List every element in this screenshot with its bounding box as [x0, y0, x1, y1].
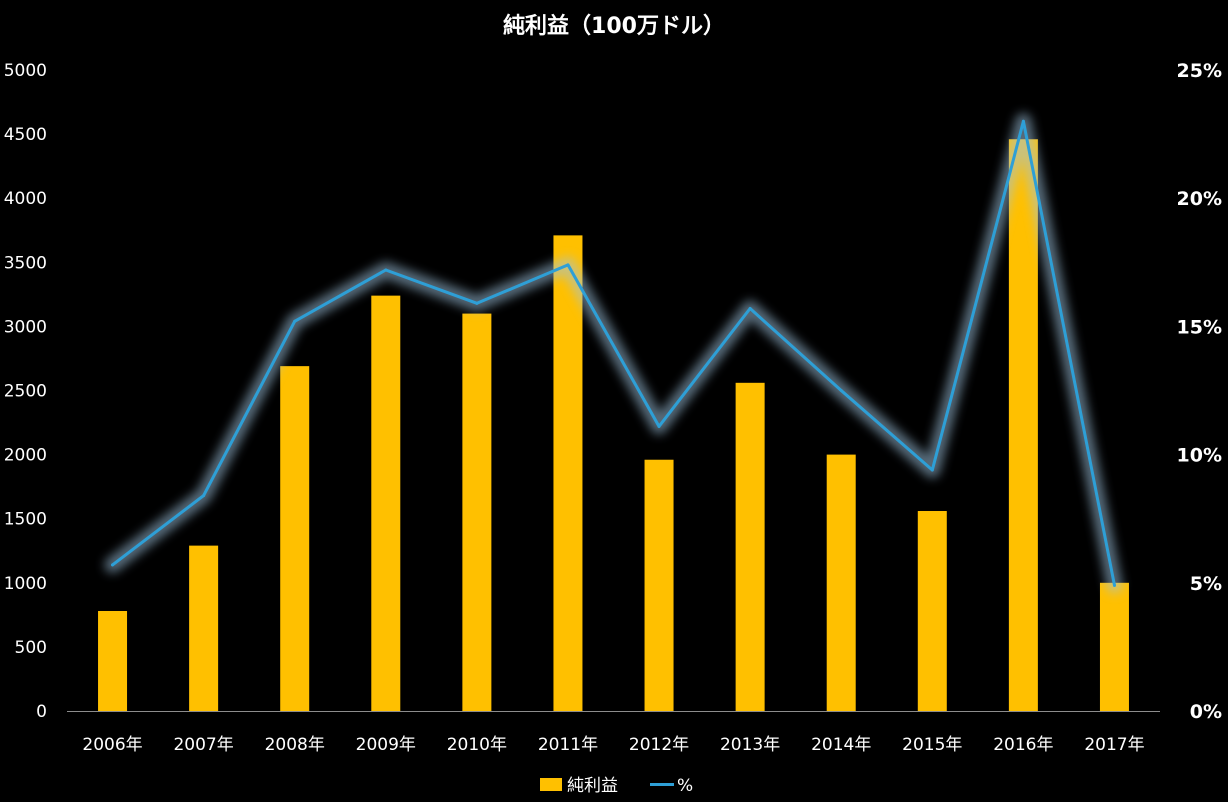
- line-point-2012年: [657, 424, 661, 428]
- x-tick-label: 2006年: [82, 735, 142, 755]
- x-tick-label: 2015年: [902, 735, 962, 755]
- chart-title: 純利益（100万ドル）: [503, 13, 725, 39]
- bar-2006年: [98, 611, 128, 711]
- y-left-tick-label: 2500: [4, 382, 47, 402]
- y-left-tick-label: 3000: [4, 317, 47, 337]
- legend-swatch-bar: [540, 778, 562, 791]
- x-tick-label: 2009年: [356, 735, 416, 755]
- bar-2008年: [280, 366, 310, 711]
- y-left-tick-label: 1500: [4, 510, 47, 530]
- y-left-tick-label: 4000: [4, 189, 47, 209]
- line-point-2017年: [1112, 583, 1116, 587]
- x-tick-label: 2014年: [811, 735, 871, 755]
- y-right-tick-label: 25%: [1177, 60, 1222, 82]
- legend: 純利益%: [540, 776, 693, 796]
- line-point-2008年: [293, 319, 297, 323]
- bar-2016年: [1008, 139, 1038, 711]
- y-axis-left: 0 500 1000 1500 2000 2500 3000 3500 4000 4500 5000: [4, 61, 47, 722]
- bar-2017年: [1099, 582, 1129, 711]
- line-series: [104, 113, 1123, 594]
- line-point-2013年: [748, 306, 752, 310]
- y-left-tick-label: 500: [15, 638, 47, 658]
- bar-2012年: [644, 459, 674, 711]
- x-tick-label: 2013年: [720, 735, 780, 755]
- bar-2013年: [735, 382, 765, 711]
- y-left-tick-label: 2000: [4, 446, 47, 466]
- y-left-tick-label: 0: [36, 702, 47, 722]
- line-point-2010年: [475, 301, 479, 305]
- y-right-tick-label: 10%: [1177, 445, 1222, 467]
- y-axis-right: 0% 5% 10% 15% 20% 25%: [1177, 60, 1222, 723]
- x-tick-label: 2016年: [993, 735, 1053, 755]
- line-point-2014年: [839, 389, 843, 392]
- bar-2014年: [826, 454, 856, 711]
- line-point-2009年: [384, 268, 388, 272]
- legend-label-line: %: [677, 776, 693, 796]
- y-left-tick-label: 3500: [4, 253, 47, 273]
- line-percent: [111, 119, 1116, 587]
- line-point-2007年: [202, 494, 206, 498]
- y-right-tick-label: 15%: [1177, 316, 1222, 338]
- x-tick-label: 2017年: [1084, 735, 1144, 755]
- x-tick-label: 2010年: [447, 735, 507, 755]
- legend-label-bar: 純利益: [567, 776, 618, 796]
- x-tick-label: 2008年: [265, 735, 325, 755]
- bar-2010年: [462, 313, 492, 711]
- x-tick-label: 2011年: [538, 735, 598, 755]
- line-point-2006年: [111, 563, 115, 567]
- line-point-2011年: [566, 263, 570, 267]
- y-right-tick-label: 5%: [1190, 573, 1222, 595]
- y-right-tick-label: 0%: [1190, 701, 1222, 723]
- x-tick-label: 2012年: [629, 735, 689, 755]
- bar-2009年: [371, 295, 401, 711]
- y-left-tick-label: 1000: [4, 574, 47, 594]
- y-right-tick-label: 20%: [1177, 188, 1222, 210]
- x-tick-label: 2007年: [173, 735, 233, 755]
- y-left-tick-label: 4500: [4, 125, 47, 145]
- bar-series: [98, 139, 1129, 712]
- y-left-tick-label: 5000: [4, 61, 47, 81]
- bar-2015年: [917, 511, 947, 711]
- line-point-2015年: [930, 468, 934, 472]
- bar-2011年: [553, 235, 583, 712]
- bar-2007年: [189, 545, 219, 711]
- line-point-2016年: [1021, 119, 1025, 123]
- x-axis: 2006年 2007年 2008年 2009年 2010年 2011年 2012年 2013年…: [67, 711, 1160, 755]
